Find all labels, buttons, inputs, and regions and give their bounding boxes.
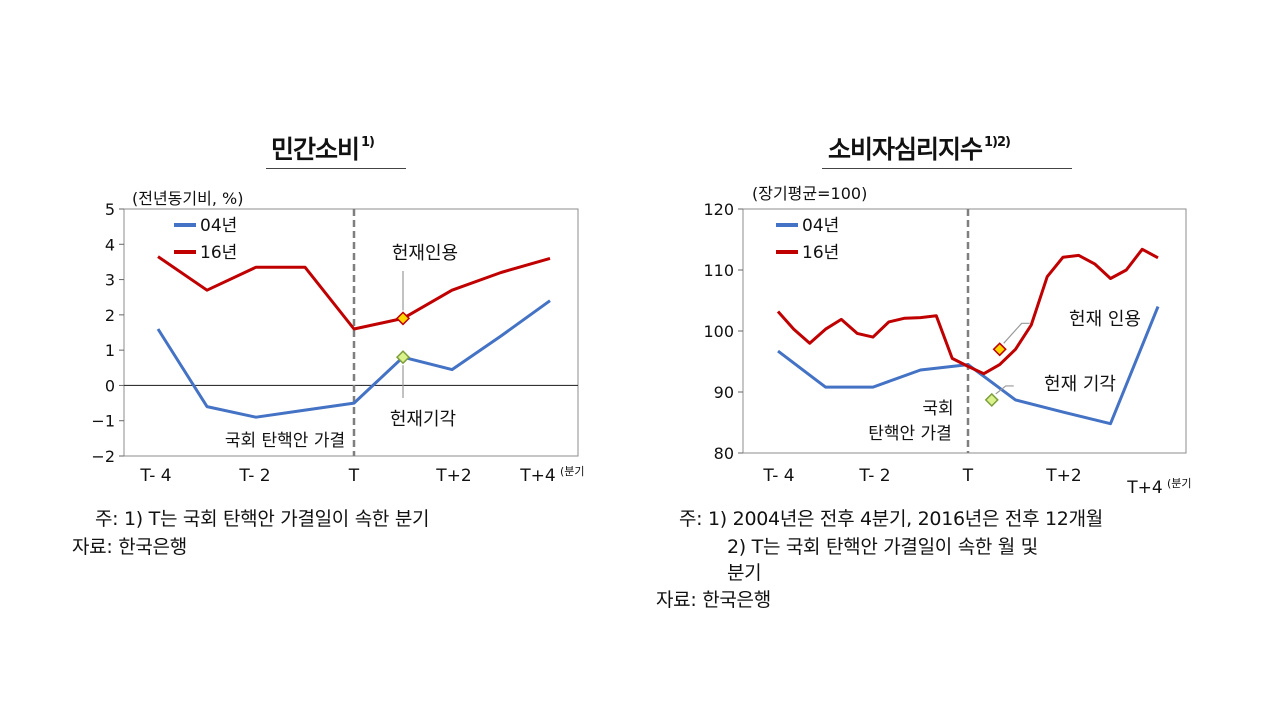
annotation-leader bbox=[1003, 322, 1030, 344]
marker-diamond bbox=[992, 342, 1007, 357]
chart1-x-axis: T- 4 T- 2 T T+2 T+4 (분기 bbox=[139, 465, 584, 486]
x-tick-label: T- 4 bbox=[762, 466, 794, 486]
chart1-plot-frame bbox=[123, 208, 579, 457]
marker-diamond bbox=[395, 311, 411, 326]
chart2-note-2: 2) T는 국회 탄핵안 가결일이 속한 월 및 bbox=[727, 536, 1038, 558]
x-tick-label: T bbox=[348, 466, 360, 486]
annotation-upper: 헌재인용 bbox=[392, 243, 458, 264]
y-tick-label: −1 bbox=[91, 412, 115, 431]
chart1-title-text: 민간소비 bbox=[271, 135, 360, 164]
marker-diamond bbox=[984, 392, 999, 407]
x-tick-label: T- 2 bbox=[238, 466, 270, 486]
y-tick-label: 110 bbox=[703, 261, 734, 280]
legend-label: 04년 bbox=[802, 216, 839, 236]
chart2-title: 소비자심리지수 1)2) bbox=[828, 130, 1011, 166]
y-tick-label: 80 bbox=[714, 444, 734, 463]
annotation-event-line1: 국회 bbox=[922, 399, 953, 419]
chart1-y-axis: −2 −1 0 1 2 3 4 5 bbox=[91, 200, 578, 466]
chart2-x-axis: T- 4 T- 2 T T+2 T+4 (분기 bbox=[762, 466, 1191, 498]
annotation-lower: 헌재기각 bbox=[390, 409, 456, 430]
y-tick-label: −2 bbox=[91, 447, 115, 466]
x-tick-label: T+4 bbox=[519, 466, 555, 486]
chart1-series bbox=[156, 255, 551, 419]
x-tick-label: T+2 bbox=[1045, 466, 1081, 486]
y-tick-label: 90 bbox=[714, 383, 734, 402]
chart1-unit-label: (전년동기비, %) bbox=[132, 189, 244, 208]
series-line-04년 bbox=[777, 306, 1160, 426]
legend-label: 16년 bbox=[200, 243, 237, 263]
annotation-lower: 헌재 기각 bbox=[1044, 374, 1116, 395]
chart2-note-source: 자료: 한국은행 bbox=[656, 589, 771, 611]
chart2-title-sup: 1)2) bbox=[984, 135, 1011, 150]
legend-label: 04년 bbox=[200, 216, 237, 236]
y-tick-label: 1 bbox=[105, 341, 115, 360]
chart2-unit-label: (장기평균=100) bbox=[752, 184, 868, 203]
annotation-event-line2: 탄핵안 가결 bbox=[868, 424, 952, 444]
chart1-note-source: 자료: 한국은행 bbox=[72, 536, 187, 558]
x-tick-label: T+4 bbox=[1126, 478, 1162, 498]
chart2-y-axis: 80 90 100 110 120 bbox=[703, 200, 743, 463]
y-tick-label: 100 bbox=[703, 322, 734, 341]
y-tick-label: 0 bbox=[105, 376, 115, 395]
marker-diamond bbox=[395, 350, 411, 365]
series-line-16년 bbox=[776, 247, 1159, 376]
x-tick-suffix: (분기 bbox=[1167, 477, 1192, 490]
chart1-title-sup: 1) bbox=[361, 135, 375, 150]
annotation-upper: 헌재 인용 bbox=[1069, 309, 1141, 330]
chart1-note-1: 주: 1) T는 국회 탄핵안 가결일이 속한 분기 bbox=[95, 508, 430, 530]
chart2-note-3: 분기 bbox=[727, 562, 762, 584]
x-tick-label: T bbox=[962, 466, 974, 486]
x-tick-label: T+2 bbox=[435, 466, 471, 486]
chart1-title: 민간소비 1) bbox=[271, 130, 375, 166]
annotation-leader bbox=[995, 385, 1014, 395]
chart1-title-underline bbox=[266, 168, 406, 169]
x-tick-label: T- 4 bbox=[139, 466, 171, 486]
series-line-04년 bbox=[156, 299, 551, 419]
y-tick-label: 5 bbox=[105, 200, 115, 219]
chart2-series bbox=[776, 247, 1160, 426]
chart2-title-underline bbox=[822, 168, 1072, 169]
y-tick-label: 2 bbox=[105, 306, 115, 325]
chart2-note-1: 주: 1) 2004년은 전후 4분기, 2016년은 전후 12개월 bbox=[679, 508, 1103, 530]
series-line-16년 bbox=[157, 255, 551, 331]
legend-label: 16년 bbox=[802, 243, 839, 263]
y-tick-label: 120 bbox=[703, 200, 734, 219]
x-tick-label: T- 2 bbox=[858, 466, 890, 486]
y-tick-label: 3 bbox=[105, 271, 115, 290]
y-tick-label: 4 bbox=[105, 235, 115, 254]
annotation-event: 국회 탄핵안 가결 bbox=[225, 431, 345, 451]
x-tick-suffix: (분기 bbox=[560, 465, 585, 478]
chart2-title-text: 소비자심리지수 bbox=[828, 135, 983, 164]
